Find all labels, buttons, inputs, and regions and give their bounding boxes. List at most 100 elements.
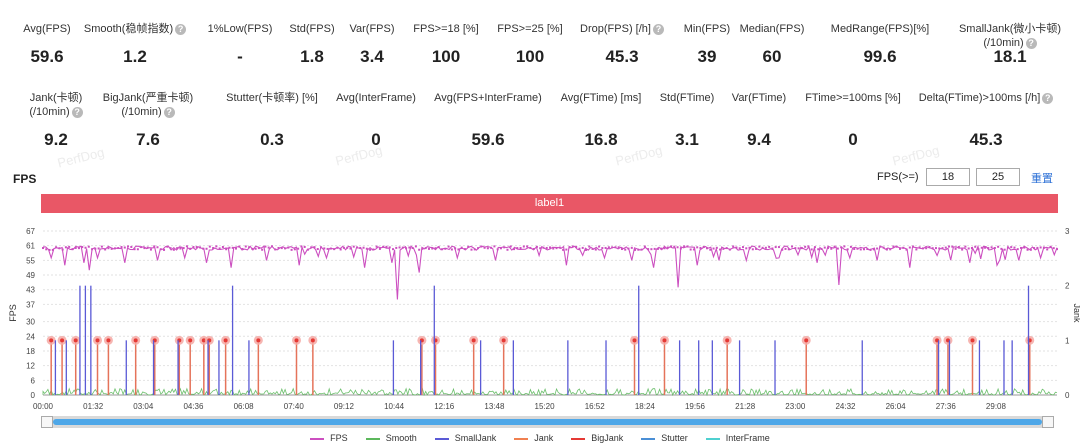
fps-point <box>912 245 915 248</box>
fps-point <box>552 247 555 250</box>
x-tick-label: 00:00 <box>33 402 54 411</box>
y-tick-label: 43 <box>26 286 35 295</box>
legend-item-fps[interactable]: FPS <box>310 433 348 443</box>
fps-point <box>575 245 578 248</box>
fps-point <box>843 245 846 248</box>
x-tick-label: 16:52 <box>585 402 606 411</box>
fps-point <box>117 247 120 250</box>
fps-point <box>905 248 908 251</box>
legend-item-smooth[interactable]: Smooth <box>365 433 417 443</box>
threshold-low-input[interactable] <box>926 168 970 186</box>
stat-value: 59.6 <box>471 130 505 149</box>
fps-point <box>159 248 162 251</box>
stat-label: Avg(FPS) <box>0 22 122 36</box>
fps-point <box>437 246 440 249</box>
y2-tick-label: 1 <box>1065 336 1070 345</box>
legend-swatch <box>434 437 449 440</box>
fps-point <box>840 246 843 249</box>
legend-swatch <box>365 437 380 440</box>
legend-item-smalljank[interactable]: SmallJank <box>434 433 496 443</box>
fps-point <box>993 246 996 249</box>
slider-range-fill[interactable] <box>53 419 1042 425</box>
reset-button[interactable]: 重置 <box>1031 170 1053 186</box>
fps-point <box>87 245 90 248</box>
legend-item-jank[interactable]: Jank <box>514 433 553 443</box>
stat-label: Avg(InterFrame) <box>301 91 451 105</box>
fps-point <box>127 245 130 248</box>
fps-point <box>784 247 787 250</box>
fps-point <box>356 246 359 249</box>
fps-point <box>401 246 404 249</box>
fps-point <box>902 246 905 249</box>
fps-point <box>706 247 709 250</box>
fps-point <box>568 246 571 249</box>
stat-label: Delta(FTime)>100ms [/h]? <box>911 91 1061 105</box>
legend-item-interframe[interactable]: InterFrame <box>705 433 770 443</box>
chart-legend: FPS Smooth SmallJank Jank BigJank Stutter Inte… <box>0 433 1080 443</box>
fps-point <box>679 247 682 250</box>
fps-point <box>908 246 911 249</box>
stat-label-text: MedRange(FPS)[%] <box>830 23 930 35</box>
help-icon[interactable]: ? <box>1025 37 1037 49</box>
slider-right-handle[interactable] <box>1042 416 1054 428</box>
fps-point <box>100 245 103 248</box>
fps-point <box>800 247 803 250</box>
help-icon[interactable]: ? <box>163 106 175 118</box>
fps-series <box>43 244 1058 300</box>
help-icon[interactable]: ? <box>71 106 83 118</box>
fps-point <box>650 248 653 251</box>
stat-label: FTime>=100ms [%] <box>778 91 928 105</box>
fps-point <box>316 248 319 251</box>
fps-point <box>761 246 764 249</box>
fps-point <box>277 246 280 249</box>
fps-point <box>820 247 823 250</box>
x-tick-label: 23:00 <box>785 402 806 411</box>
fps-point <box>584 248 587 251</box>
chart-title: FPS <box>13 172 37 186</box>
help-icon[interactable]: ? <box>652 23 664 35</box>
fps-point <box>251 247 254 250</box>
fps-point <box>454 247 457 250</box>
stat-stats_row2-3: Avg(InterFrame) 0 <box>301 91 451 149</box>
fps-point <box>221 246 224 249</box>
label-bar[interactable]: label1 <box>41 194 1058 213</box>
legend-item-bigjank[interactable]: BigJank <box>571 433 623 443</box>
stat-value: 0 <box>848 130 858 149</box>
fps-point <box>673 245 676 248</box>
stat-value: 3.4 <box>360 47 384 66</box>
x-tick-label: 01:32 <box>83 402 104 411</box>
fps-point <box>64 246 67 249</box>
fps-point <box>1026 248 1029 251</box>
fps-point <box>287 246 290 249</box>
fps-point <box>578 247 581 250</box>
y-tick-label: 55 <box>26 256 35 265</box>
time-range-slider[interactable] <box>41 416 1054 428</box>
help-icon[interactable]: ? <box>1042 92 1054 104</box>
fps-point <box>692 248 695 251</box>
fps-point <box>1033 247 1036 250</box>
stat-label-text: Var(FTime) <box>731 92 787 104</box>
stat-value: 45.3 <box>969 130 1003 149</box>
fps-point <box>270 245 273 248</box>
fps-point <box>94 247 97 250</box>
stat-value: 16.8 <box>584 130 618 149</box>
y2-tick-label: 0 <box>1065 391 1070 400</box>
legend-swatch <box>514 437 529 440</box>
slider-left-handle[interactable] <box>41 416 53 428</box>
threshold-high-input[interactable] <box>976 168 1020 186</box>
fps-point <box>104 248 107 251</box>
fps-point <box>81 246 84 249</box>
help-icon[interactable]: ? <box>175 23 187 35</box>
y-tick-label: 61 <box>26 242 35 251</box>
x-tick-label: 24:32 <box>835 402 856 411</box>
fps-point <box>310 246 313 249</box>
bigjank-marker <box>60 338 65 343</box>
fps-point <box>473 248 476 251</box>
bigjank-marker <box>725 338 730 343</box>
fps-point <box>532 248 535 251</box>
x-tick-label: 04:36 <box>183 402 204 411</box>
fps-point <box>218 247 221 250</box>
legend-item-stutter[interactable]: Stutter <box>641 433 688 443</box>
y-tick-label: 67 <box>26 227 35 236</box>
